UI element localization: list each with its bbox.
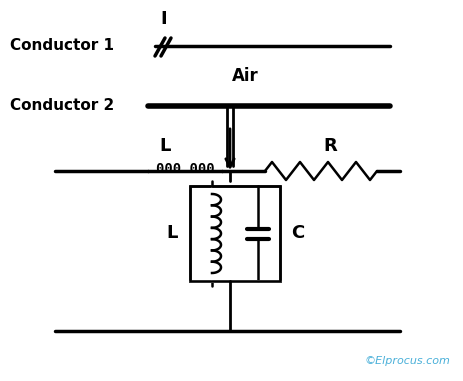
Text: L: L <box>159 137 171 155</box>
Text: C: C <box>291 224 305 242</box>
Text: R: R <box>323 137 337 155</box>
Text: Conductor 2: Conductor 2 <box>10 99 114 114</box>
Text: Conductor 1: Conductor 1 <box>10 38 114 53</box>
Bar <box>190 186 280 281</box>
Text: Air: Air <box>232 67 258 85</box>
Text: ©Elprocus.com: ©Elprocus.com <box>364 356 450 366</box>
Text: 000 000: 000 000 <box>156 162 214 176</box>
Text: I: I <box>161 10 167 28</box>
Bar <box>190 186 280 281</box>
Text: L: L <box>166 224 178 242</box>
